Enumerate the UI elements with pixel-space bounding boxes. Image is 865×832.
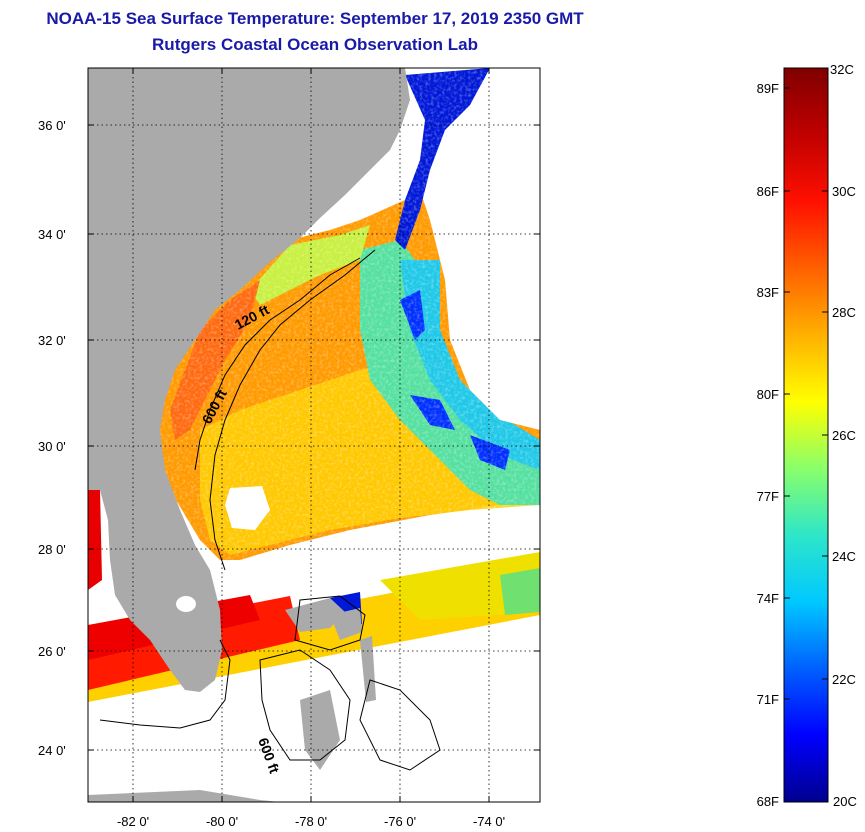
lat-label-24: 24 0'	[38, 743, 66, 758]
lat-label-26: 26 0'	[38, 644, 66, 659]
lat-label-36: 36 0'	[38, 118, 66, 133]
lat-label-30: 30 0'	[38, 439, 66, 454]
graticule	[88, 68, 540, 802]
cb-f-label-77: 77F	[757, 489, 779, 504]
map-subtitle: Rutgers Coastal Ocean Observation Lab	[152, 35, 478, 54]
map-title: NOAA-15 Sea Surface Temperature: Septemb…	[46, 9, 584, 28]
lon-label-80: -80 0'	[206, 814, 238, 829]
contour-florida-strait	[99, 639, 231, 729]
cb-f-label-71: 71F	[757, 692, 779, 707]
cb-f-label-83: 83F	[757, 285, 779, 300]
lon-label-74: -74 0'	[473, 814, 505, 829]
lon-label-76: -76 0'	[384, 814, 416, 829]
colorbar-bottom-label: 20C	[833, 794, 857, 809]
cb-f-label-68: 68F	[757, 794, 779, 809]
lon-labels: -82 0' -80 0' -78 0' -76 0' -74 0'	[117, 814, 505, 829]
lake-okeechobee	[176, 596, 196, 612]
contour-120ft	[194, 257, 361, 471]
cb-f-label-86: 86F	[757, 184, 779, 199]
contour-bahama-bank-east	[359, 679, 441, 771]
cb-c-label-22: 22C	[832, 672, 856, 687]
cb-f-label-74: 74F	[757, 591, 779, 606]
colorbar-fahrenheit-labels: 89F 86F 83F 80F 77F 74F 71F 68F	[757, 81, 779, 809]
colorbar-scale	[783, 67, 829, 803]
contour-600ft	[209, 249, 376, 571]
lat-labels: 36 0' 34 0' 32 0' 30 0' 28 0' 26 0' 24 0…	[38, 118, 66, 758]
cb-c-label-26: 26C	[832, 428, 856, 443]
colorbar-celsius-labels: 30C 28C 26C 24C 22C	[832, 184, 856, 687]
colorbar: 32C 20C 89F 86F 83F 80F 77F 74F 71F 68F …	[757, 62, 857, 809]
cb-c-label-30: 30C	[832, 184, 856, 199]
lat-label-28: 28 0'	[38, 542, 66, 557]
lon-label-82: -82 0'	[117, 814, 149, 829]
cb-f-label-89: 89F	[757, 81, 779, 96]
frame-ticks	[88, 68, 540, 802]
colorbar-ticks	[784, 87, 828, 700]
contour-little-bahama-bank	[294, 595, 366, 651]
map-panel: 120 ft 600 ft 600 ft	[88, 68, 540, 802]
cb-f-label-80: 80F	[757, 387, 779, 402]
cb-c-label-24: 24C	[832, 549, 856, 564]
colorbar-top-label: 32C	[830, 62, 854, 77]
cb-c-label-28: 28C	[832, 305, 856, 320]
lon-label-78: -78 0'	[295, 814, 327, 829]
map-frame	[87, 67, 541, 803]
lat-label-32: 32 0'	[38, 333, 66, 348]
lat-label-34: 34 0'	[38, 227, 66, 242]
bathymetry-contours	[99, 249, 441, 771]
